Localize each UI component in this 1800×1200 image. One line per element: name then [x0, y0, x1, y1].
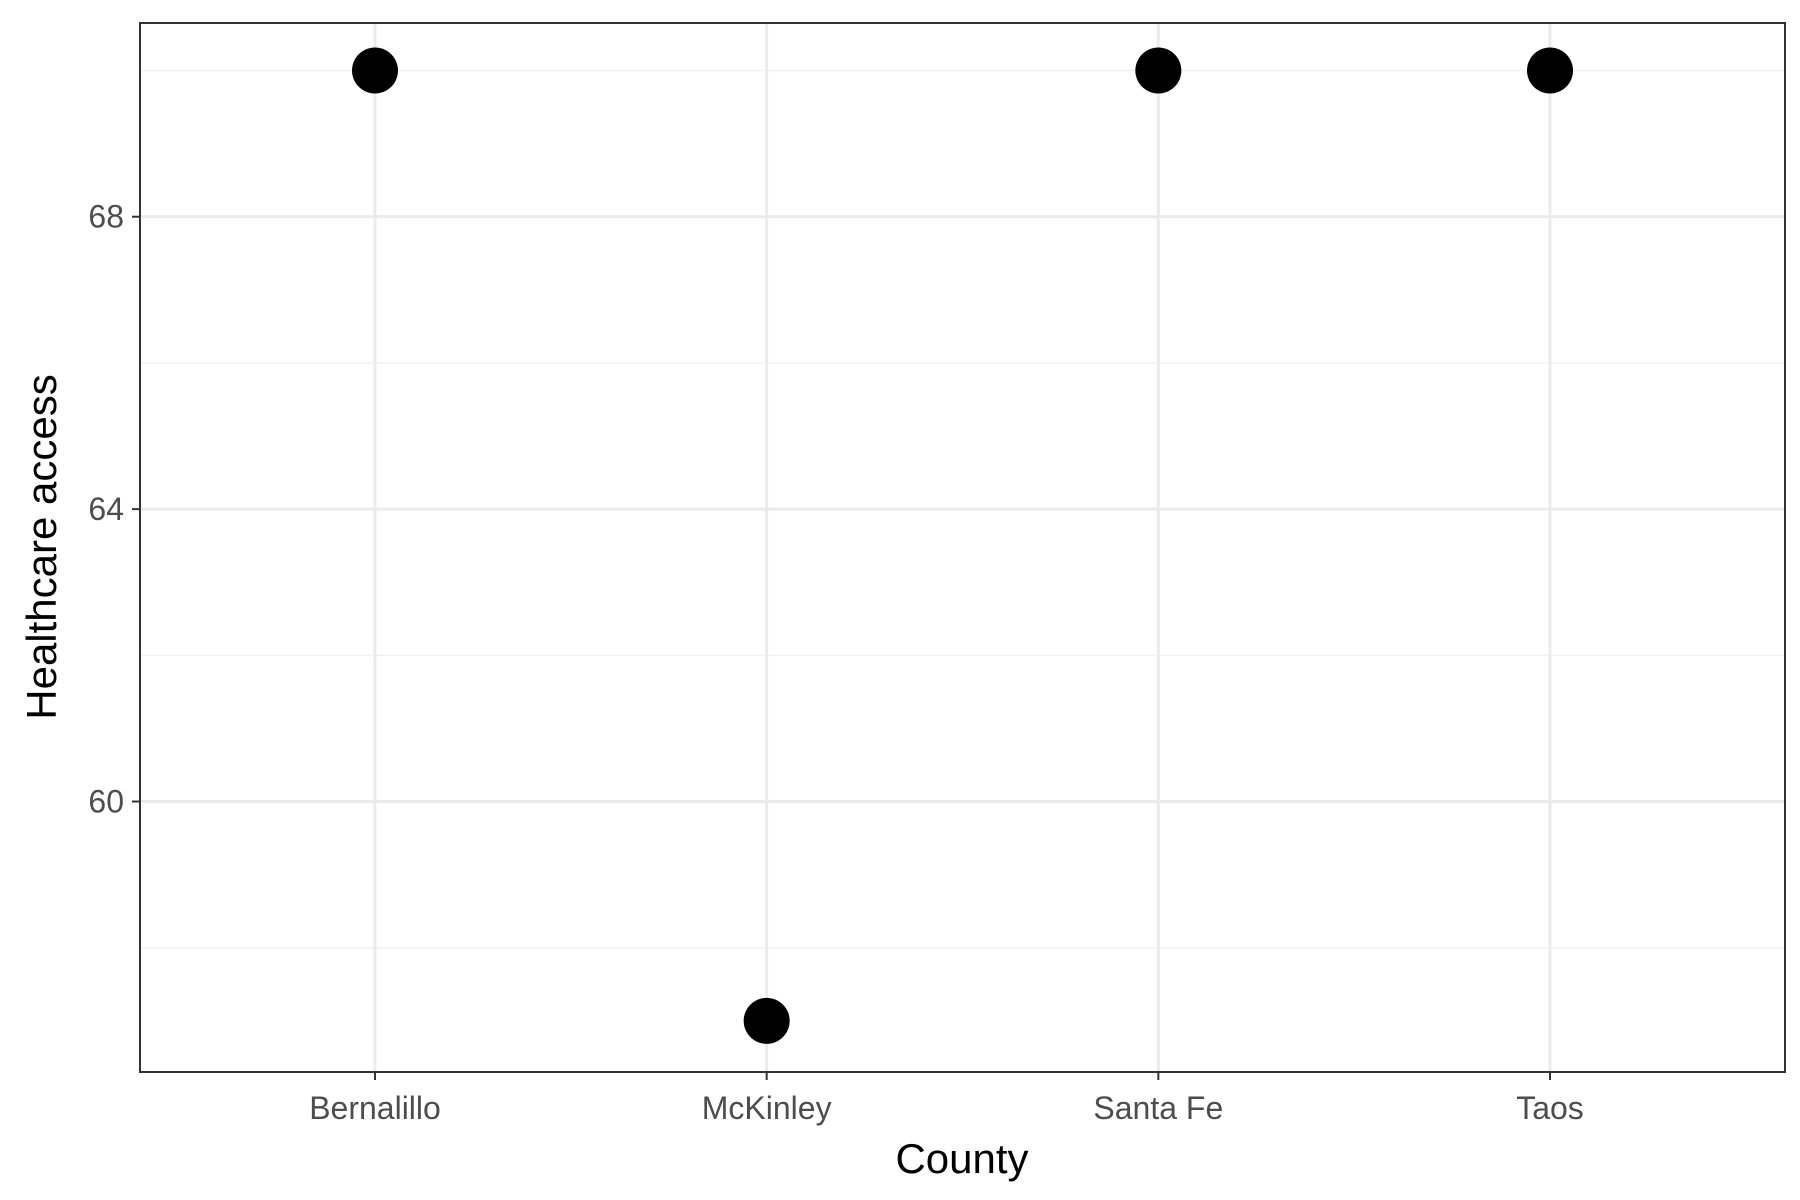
y-tick-label: 64	[88, 491, 124, 527]
y-tick-label: 60	[88, 784, 124, 820]
data-points	[352, 47, 1573, 1044]
data-point-mckinley	[743, 997, 790, 1044]
data-point-taos	[1527, 47, 1573, 94]
x-axis-ticks: Bernalillo McKinley Santa Fe Taos	[309, 1072, 1584, 1126]
y-axis-ticks: 60 64 68	[88, 199, 140, 820]
major-gridlines	[140, 23, 1785, 1072]
minor-gridlines	[140, 69, 1785, 949]
x-tick-label: McKinley	[702, 1090, 832, 1126]
y-axis-title: Healthcare access	[18, 374, 65, 720]
data-point-bernalillo	[352, 47, 398, 94]
x-tick-label: Taos	[1516, 1090, 1584, 1126]
y-tick-label: 68	[88, 199, 124, 235]
x-axis-title: County	[895, 1135, 1028, 1182]
x-tick-label: Santa Fe	[1093, 1090, 1223, 1126]
x-tick-label: Bernalillo	[309, 1090, 441, 1126]
panel-border	[139, 22, 1786, 1073]
panel-background	[140, 23, 1785, 1072]
data-point-santa-fe	[1135, 47, 1182, 94]
